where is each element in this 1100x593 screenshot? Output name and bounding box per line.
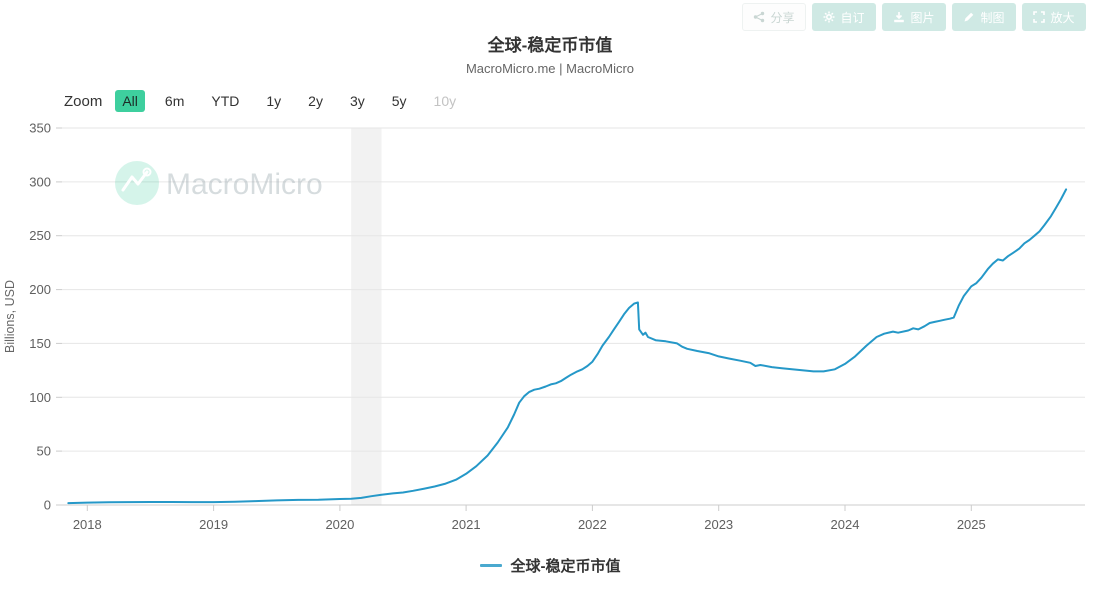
zoom-range-10y: 10y <box>433 93 457 109</box>
y-axis-label-300: 300 <box>29 174 51 189</box>
zoom-range-ytd[interactable]: YTD <box>211 93 240 109</box>
zoom-range-bar: Zoom All 6m YTD 1y 2y 3y 5y 10y <box>64 90 463 112</box>
x-axis-label-2023: 2023 <box>704 517 733 532</box>
y-axis-label-50: 50 <box>37 444 51 459</box>
y-axis-title: Billions, USD <box>3 280 17 353</box>
zoom-label: Zoom <box>64 92 103 110</box>
x-axis-label-2024: 2024 <box>831 517 860 532</box>
fullscreen-button-label: 放大 <box>1050 10 1075 25</box>
y-axis-label-0: 0 <box>44 498 51 513</box>
zoom-range-2y[interactable]: 2y <box>308 93 323 109</box>
watermark-magnifier-icon <box>142 167 152 177</box>
image-button[interactable]: 图片 <box>882 3 946 31</box>
x-axis-label-2022: 2022 <box>578 517 607 532</box>
zoom-range-all[interactable]: All <box>115 90 145 112</box>
x-axis-label-2020: 2020 <box>325 517 354 532</box>
image-button-label: 图片 <box>910 10 935 25</box>
recession-band <box>351 128 382 505</box>
toolbar: 分享 自订 图片 制图 放大 <box>742 3 1086 31</box>
zoom-range-5y[interactable]: 5y <box>391 93 407 109</box>
expand-icon <box>1033 11 1046 23</box>
pencil-icon <box>964 12 974 22</box>
legend-item-stablecoin[interactable]: 全球-稳定币市值 <box>479 555 621 576</box>
chart-edit-button[interactable]: 制图 <box>952 3 1016 31</box>
y-axis-label-200: 200 <box>29 282 51 297</box>
share-icon <box>754 11 765 23</box>
x-axis-label-2025: 2025 <box>957 517 986 532</box>
legend-line-marker <box>479 564 502 567</box>
legend-label: 全球-稳定币市值 <box>510 558 621 575</box>
x-axis-label-2018: 2018 <box>73 517 102 532</box>
legend: 全球-稳定币市值 <box>0 555 1100 576</box>
series-line-0 <box>67 188 1068 505</box>
share-button[interactable]: 分享 <box>742 3 806 31</box>
y-axis-label-100: 100 <box>29 390 51 405</box>
gear-icon <box>823 11 835 23</box>
chart-edit-button-label: 制图 <box>980 10 1005 25</box>
chart-subtitle: MacroMicro.me | MacroMicro <box>465 61 635 76</box>
watermark-text: MacroMicro <box>166 168 323 201</box>
x-axis-label-2021: 2021 <box>452 517 481 532</box>
page-title: 全球-稳定币市值 <box>487 36 613 55</box>
customize-button-label: 自订 <box>840 10 865 25</box>
x-axis-label-2019: 2019 <box>199 517 228 532</box>
y-axis-label-250: 250 <box>29 228 51 243</box>
zoom-range-3y[interactable]: 3y <box>349 93 365 109</box>
fullscreen-button[interactable]: 放大 <box>1022 3 1086 31</box>
zoom-range-6m[interactable]: 6m <box>164 93 185 109</box>
y-axis-label-350: 350 <box>29 121 51 136</box>
zoom-range-1y[interactable]: 1y <box>266 93 282 109</box>
watermark-trendline-icon <box>121 170 149 192</box>
watermark: MacroMicro <box>115 161 323 205</box>
title-block: 全球-稳定币市值 MacroMicro.me | MacroMicro <box>0 31 1100 76</box>
image-download-icon <box>894 12 905 23</box>
y-axis-label-150: 150 <box>29 336 51 351</box>
share-button-label: 分享 <box>770 10 795 25</box>
customize-button[interactable]: 自订 <box>812 3 876 31</box>
